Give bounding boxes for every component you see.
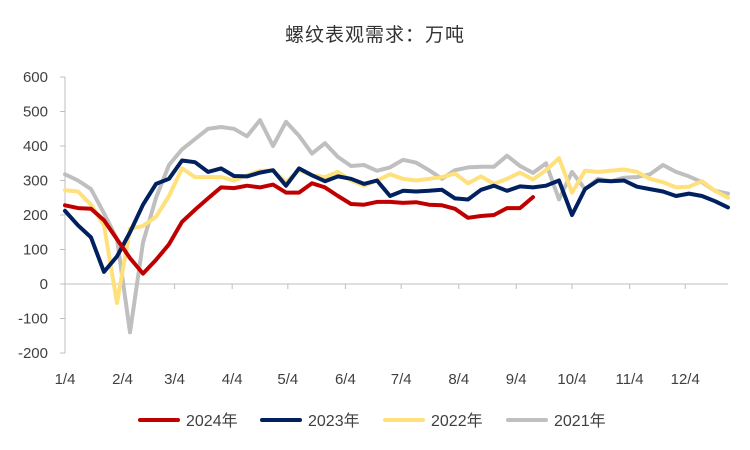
x-tick-label: 7/4 <box>391 371 412 388</box>
legend-label: 2022年 <box>431 412 483 430</box>
x-tick-label: 11/4 <box>616 371 644 388</box>
legend-label: 2023年 <box>308 412 360 430</box>
y-tick-label: -100 <box>18 311 48 328</box>
y-tick-label: 500 <box>23 104 48 121</box>
y-tick-label: 600 <box>23 69 48 86</box>
x-tick-label: 2/4 <box>112 371 133 388</box>
legend-label: 2021年 <box>554 412 606 430</box>
y-tick-label: 300 <box>23 173 48 190</box>
x-tick-label: 6/4 <box>335 371 356 388</box>
x-tick-label: 9/4 <box>506 371 527 388</box>
x-tick-label: 8/4 <box>448 371 469 388</box>
x-tick-label: 5/4 <box>277 371 298 388</box>
legend-item: 2024年 <box>138 412 238 430</box>
chart-title: 螺纹表观需求：万吨 <box>285 24 465 46</box>
x-axis: 1/4 2/4 3/4 4/4 5/4 6/4 7/4 8/4 9/4 10/4 11/4 12/4 <box>55 283 728 388</box>
series-line-2023年 <box>63 158 730 274</box>
y-tick-label: 0 <box>40 276 48 293</box>
legend-item: 2021年 <box>506 412 606 430</box>
series-line-2022年 <box>63 156 730 305</box>
y-tick-label: 100 <box>23 242 48 259</box>
legend-item: 2023年 <box>260 412 360 430</box>
legend-item: 2022年 <box>383 412 483 430</box>
legend: 2024年 2023年 2022年 2021年 <box>138 412 606 430</box>
legend-label: 2024年 <box>186 412 238 430</box>
x-tick-label: 12/4 <box>671 371 700 388</box>
y-tick-label: 400 <box>23 138 48 155</box>
x-tick-label: 1/4 <box>55 371 76 388</box>
y-axis: -200 -100 0 100 200 300 400 500 600 <box>18 69 66 362</box>
y-tick-label: 200 <box>23 207 48 224</box>
x-tick-label: 3/4 <box>164 371 185 388</box>
y-tick-label: -200 <box>18 345 48 362</box>
series-line-2021年 <box>63 118 730 335</box>
series-line-2024年 <box>63 181 535 276</box>
series-layer <box>63 118 730 335</box>
x-tick-label: 10/4 <box>557 371 586 388</box>
x-tick-label: 4/4 <box>222 371 243 388</box>
